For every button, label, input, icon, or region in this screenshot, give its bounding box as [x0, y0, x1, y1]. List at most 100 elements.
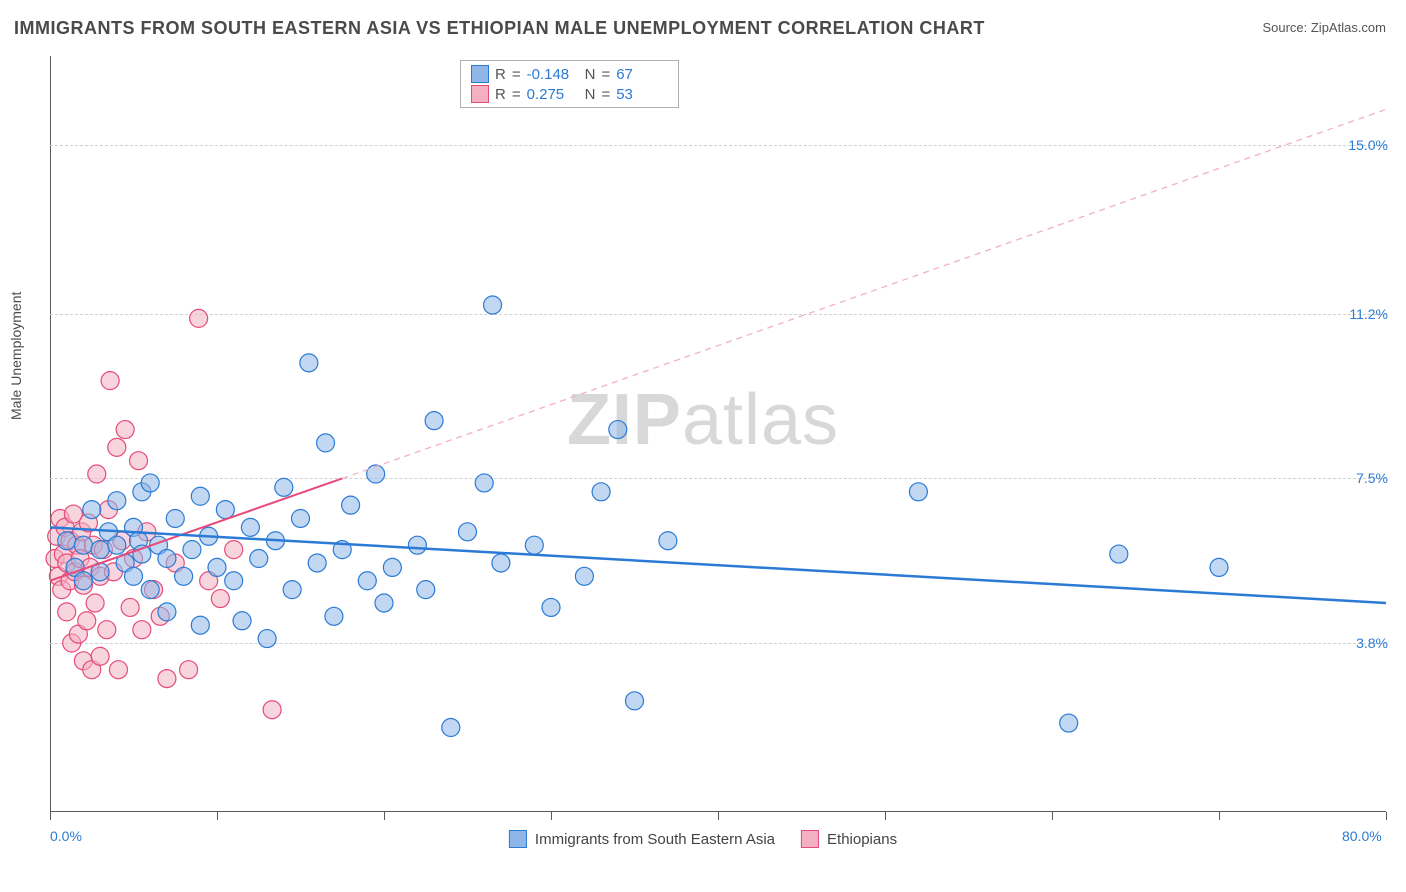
- x-tick: [718, 812, 719, 820]
- data-point: [275, 478, 293, 496]
- data-point: [263, 701, 281, 719]
- data-point: [74, 572, 92, 590]
- value-n-series-b: 53: [616, 86, 668, 103]
- source-attribution: Source: ZipAtlas.com: [1262, 20, 1386, 35]
- data-point: [1210, 558, 1228, 576]
- data-point: [225, 541, 243, 559]
- series-legend: Immigrants from South Eastern Asia Ethio…: [509, 830, 897, 848]
- data-point: [300, 354, 318, 372]
- data-point: [383, 558, 401, 576]
- data-point: [175, 567, 193, 585]
- data-point: [484, 296, 502, 314]
- legend-row-series-b: R = 0.275 N = 53: [471, 84, 668, 104]
- label-eq: =: [601, 66, 610, 83]
- source-prefix: Source:: [1262, 20, 1310, 35]
- data-point: [101, 372, 119, 390]
- x-tick: [384, 812, 385, 820]
- data-point: [317, 434, 335, 452]
- x-tick: [50, 812, 51, 820]
- data-point: [626, 692, 644, 710]
- data-point: [459, 523, 477, 541]
- y-axis-label: Male Unemployment: [8, 292, 24, 420]
- data-point: [367, 465, 385, 483]
- data-point: [190, 309, 208, 327]
- value-n-series-a: 67: [616, 66, 668, 83]
- data-point: [525, 536, 543, 554]
- data-point: [475, 474, 493, 492]
- label-eq: =: [601, 86, 610, 103]
- trend-line: [50, 527, 1386, 603]
- chart-title: IMMIGRANTS FROM SOUTH EASTERN ASIA VS ET…: [14, 18, 985, 39]
- data-point: [442, 719, 460, 737]
- x-tick: [1386, 812, 1387, 820]
- data-point: [408, 536, 426, 554]
- data-point: [258, 630, 276, 648]
- data-point: [250, 550, 268, 568]
- value-r-series-b: 0.275: [527, 86, 579, 103]
- data-point: [216, 501, 234, 519]
- x-tick: [551, 812, 552, 820]
- legend-item-series-a: Immigrants from South Eastern Asia: [509, 830, 775, 848]
- x-tick: [885, 812, 886, 820]
- data-point: [91, 541, 109, 559]
- data-point: [1110, 545, 1128, 563]
- data-point: [141, 474, 159, 492]
- data-point: [417, 581, 435, 599]
- data-point: [592, 483, 610, 501]
- data-point: [425, 412, 443, 430]
- label-n: N: [585, 66, 596, 83]
- data-point: [78, 612, 96, 630]
- label-r: R: [495, 86, 506, 103]
- data-point: [133, 621, 151, 639]
- data-point: [542, 598, 560, 616]
- x-tick: [1052, 812, 1053, 820]
- swatch-series-a: [471, 65, 489, 83]
- legend-label-series-b: Ethiopians: [827, 831, 897, 848]
- data-point: [108, 536, 126, 554]
- label-n: N: [585, 86, 596, 103]
- data-point: [125, 567, 143, 585]
- swatch-series-b: [471, 85, 489, 103]
- x-tick: [1219, 812, 1220, 820]
- data-point: [492, 554, 510, 572]
- scatter-chart: [50, 56, 1386, 812]
- data-point: [375, 594, 393, 612]
- data-point: [108, 438, 126, 456]
- data-point: [121, 598, 139, 616]
- data-point: [233, 612, 251, 630]
- data-point: [180, 661, 198, 679]
- data-point: [325, 607, 343, 625]
- label-eq: =: [512, 66, 521, 83]
- data-point: [225, 572, 243, 590]
- data-point: [58, 603, 76, 621]
- label-r: R: [495, 66, 506, 83]
- data-point: [130, 452, 148, 470]
- x-tick-label: 0.0%: [50, 828, 82, 844]
- data-point: [183, 541, 201, 559]
- x-tick-label: 80.0%: [1342, 828, 1382, 844]
- data-point: [88, 465, 106, 483]
- data-point: [58, 532, 76, 550]
- data-point: [158, 603, 176, 621]
- data-point: [74, 536, 92, 554]
- value-r-series-a: -0.148: [527, 66, 579, 83]
- data-point: [575, 567, 593, 585]
- data-point: [283, 581, 301, 599]
- data-point: [211, 590, 229, 608]
- data-point: [83, 501, 101, 519]
- swatch-series-b: [801, 830, 819, 848]
- data-point: [358, 572, 376, 590]
- data-point: [116, 421, 134, 439]
- legend-item-series-b: Ethiopians: [801, 830, 897, 848]
- data-point: [109, 661, 127, 679]
- trend-line: [342, 109, 1386, 478]
- data-point: [1060, 714, 1078, 732]
- data-point: [292, 509, 310, 527]
- data-point: [659, 532, 677, 550]
- data-point: [158, 550, 176, 568]
- source-link[interactable]: ZipAtlas.com: [1311, 20, 1386, 35]
- data-point: [342, 496, 360, 514]
- data-point: [158, 670, 176, 688]
- data-point: [308, 554, 326, 572]
- data-point: [609, 421, 627, 439]
